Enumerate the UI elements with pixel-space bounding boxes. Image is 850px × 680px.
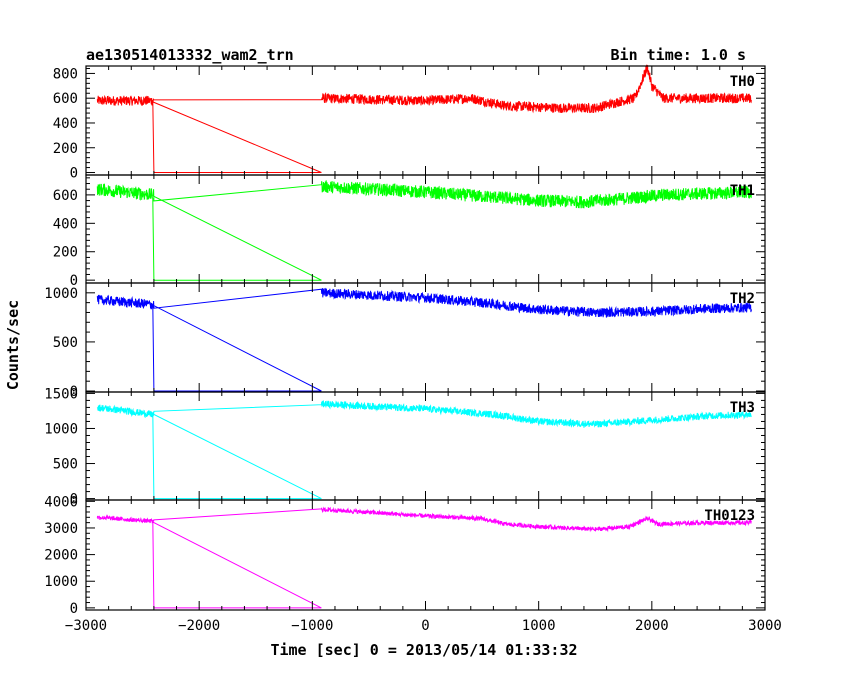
y-tick-label-th3: 0 bbox=[70, 492, 78, 508]
panel-label-th0: TH0 bbox=[730, 74, 755, 90]
x-tick-label: −2000 bbox=[178, 618, 220, 634]
y-tick-label-th0123: 3000 bbox=[44, 521, 78, 537]
chart-title: ae130514013332_wam2_trn bbox=[86, 46, 294, 64]
y-tick-label-th1: 400 bbox=[53, 216, 78, 232]
y-tick-label-th0123: 0 bbox=[70, 601, 78, 617]
y-tick-label-th1: 0 bbox=[70, 273, 78, 289]
y-tick-label-th2: 500 bbox=[53, 335, 78, 351]
series-line-th0123 bbox=[96, 506, 752, 609]
x-tick-label: −1000 bbox=[291, 618, 333, 634]
series-line-th2 bbox=[96, 287, 752, 392]
x-tick-label: 2000 bbox=[635, 618, 669, 634]
y-tick-label-th0123: 4000 bbox=[44, 494, 78, 510]
panel-label-th2: TH2 bbox=[730, 291, 755, 307]
y-axis-label: Counts/sec bbox=[4, 300, 22, 390]
y-tick-label-th0: 600 bbox=[53, 91, 78, 107]
panel-label-th3: TH3 bbox=[730, 400, 755, 416]
y-tick-label-th0: 800 bbox=[53, 66, 78, 82]
y-tick-label-th2: 0 bbox=[70, 384, 78, 400]
x-tick-label: −3000 bbox=[65, 618, 107, 634]
series-line-th3 bbox=[96, 400, 752, 500]
bin-time-label: Bin time: 1.0 s bbox=[611, 46, 746, 64]
x-tick-label: 3000 bbox=[748, 618, 782, 634]
series-line-th0 bbox=[96, 64, 752, 173]
y-tick-label-th3: 1000 bbox=[44, 421, 78, 437]
y-tick-label-th0: 0 bbox=[70, 166, 78, 182]
y-tick-label-th0123: 2000 bbox=[44, 548, 78, 564]
series-line-th1 bbox=[96, 180, 752, 281]
y-tick-label-th2: 1000 bbox=[44, 286, 78, 302]
panel-label-th0123: TH0123 bbox=[704, 508, 755, 524]
panel-frame-th0 bbox=[85, 65, 766, 176]
panels-group: 0 200 400 600 800 TH0 0 200 400 600 TH1 0 500 1000 TH2… bbox=[44, 64, 782, 634]
y-tick-label-th1: 200 bbox=[53, 245, 78, 261]
x-tick-label: 0 bbox=[421, 618, 429, 634]
x-tick-label: 1000 bbox=[522, 618, 556, 634]
x-axis-label: Time [sec] 0 = 2013/05/14 01:33:32 bbox=[270, 641, 577, 659]
y-tick-label-th0123: 1000 bbox=[44, 574, 78, 590]
y-tick-label-th1: 600 bbox=[53, 188, 78, 204]
y-tick-label-th3: 500 bbox=[53, 457, 78, 473]
y-tick-label-th0: 200 bbox=[53, 141, 78, 157]
y-tick-label-th0: 400 bbox=[53, 116, 78, 132]
y-tick-label-th3: 1500 bbox=[44, 386, 78, 402]
panel-label-th1: TH1 bbox=[730, 183, 755, 199]
